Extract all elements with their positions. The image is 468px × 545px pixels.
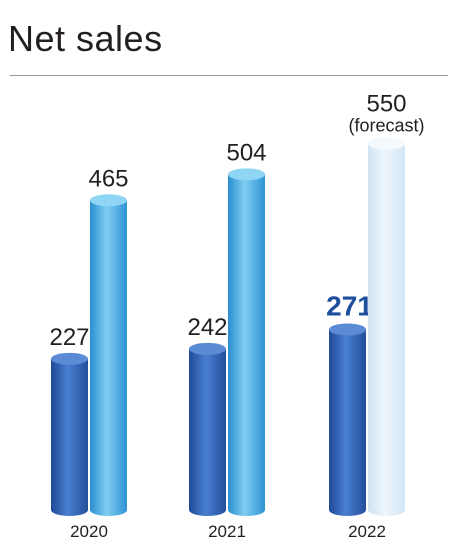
x-tick-label-2020: 2020 — [70, 522, 108, 541]
value-label-2020-series1: 227 — [49, 324, 89, 351]
value-label-2022-series1: 271 — [326, 291, 373, 322]
bar-2022-series1 — [329, 323, 366, 516]
value-label-2020-series2: 465 — [88, 165, 128, 192]
value-label-2021-series2: 504 — [226, 139, 266, 166]
value-label-2021-series1: 242 — [187, 314, 227, 341]
bar-2021-series1 — [189, 342, 226, 516]
chart-title: Net sales — [8, 18, 163, 59]
title-divider — [10, 75, 448, 76]
bar-2021-series2 — [228, 168, 265, 516]
value-label-2022-series2: 550 — [366, 91, 406, 118]
x-tick-label-2022: 2022 — [348, 522, 386, 541]
bar-2022-series2 — [368, 137, 405, 516]
bar-2020-series1 — [51, 352, 88, 516]
bar-2020-series2 — [90, 194, 127, 516]
forecast-note: (forecast) — [348, 116, 424, 136]
x-tick-label-2021: 2021 — [208, 522, 246, 541]
